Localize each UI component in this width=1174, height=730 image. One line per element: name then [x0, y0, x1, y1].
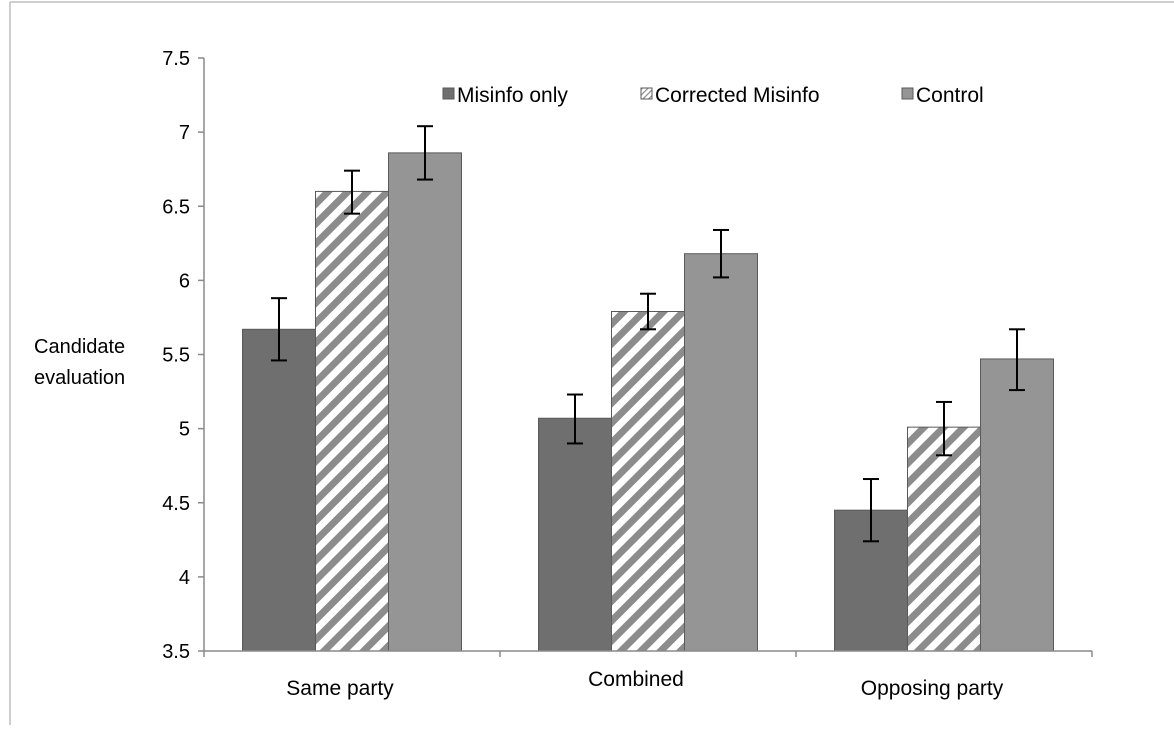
bar [242, 328, 316, 652]
x-category-label: Opposing party [861, 677, 1004, 700]
bar [538, 417, 612, 652]
y-tick-label: 5.5 [162, 345, 190, 367]
y-axis-label-line-1: Candidate [34, 336, 125, 358]
bar [684, 253, 758, 652]
y-tick-label: 7.5 [162, 48, 190, 70]
y-tick-label: 3.5 [162, 641, 190, 663]
legend-swatch [442, 87, 455, 100]
x-axis-category-labels: Same party Combined Opposing party [286, 668, 1003, 700]
legend-label: Control [916, 84, 984, 107]
y-tick-label: 6 [179, 270, 190, 292]
x-category-label: Combined [588, 668, 684, 691]
legend: Misinfo only Corrected Misinfo Control [442, 84, 984, 107]
y-tick-label: 6.5 [162, 196, 190, 218]
error-bars [271, 125, 1025, 543]
bar [907, 426, 981, 652]
legend-swatch [640, 87, 653, 100]
bar [611, 311, 685, 652]
bar [315, 190, 389, 652]
x-category-label: Same party [286, 677, 394, 700]
axes [203, 58, 1093, 657]
y-tick-label: 7 [179, 122, 190, 144]
y-tick-label: 4.5 [162, 493, 190, 515]
y-axis-label-line-2: evaluation [34, 367, 125, 389]
y-axis-ticks: 3.5 4 4.5 5 5.5 6 6.5 7 7.5 [162, 48, 204, 663]
legend-label: Misinfo only [457, 84, 568, 107]
y-tick-label: 4 [179, 567, 190, 589]
y-tick-label: 5 [179, 419, 190, 441]
bar [980, 358, 1054, 652]
bars [242, 152, 1054, 652]
legend-swatch [901, 87, 914, 100]
bar [388, 152, 462, 652]
legend-label: Corrected Misinfo [655, 84, 820, 107]
